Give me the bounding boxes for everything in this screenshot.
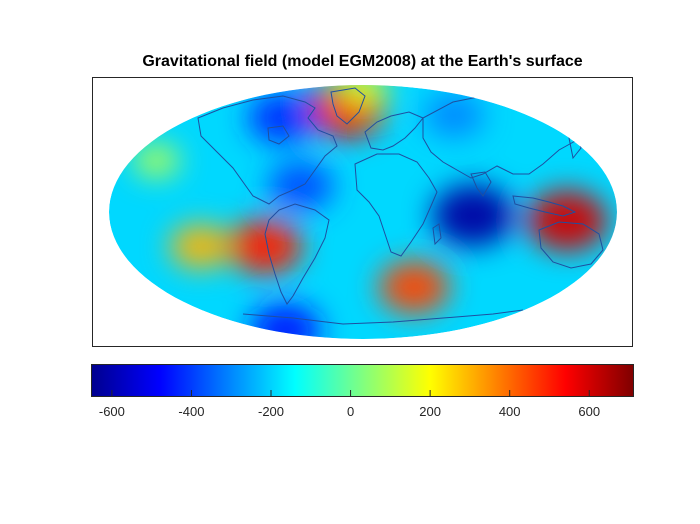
colorbar-tick-label: -600 bbox=[98, 404, 125, 419]
chart-title: Gravitational field (model EGM2008) at t… bbox=[142, 53, 583, 70]
gravity-anomaly bbox=[432, 184, 515, 247]
colorbar-gradient bbox=[92, 365, 633, 396]
gravity-anomaly bbox=[248, 92, 317, 144]
colorbar bbox=[91, 364, 634, 397]
colorbar-tick-label: 200 bbox=[419, 404, 441, 419]
coastline-new-zealand bbox=[606, 261, 616, 283]
coastline-antarctica bbox=[242, 309, 524, 325]
colorbar-tick-label: 600 bbox=[578, 404, 601, 419]
gravity-anomaly bbox=[337, 85, 389, 106]
coastline-india bbox=[470, 171, 492, 197]
gravity-anomaly bbox=[250, 303, 321, 339]
colorbar-tick-label: 400 bbox=[498, 404, 521, 419]
coastline-africa bbox=[354, 153, 438, 257]
gravity-anomaly bbox=[526, 190, 608, 252]
gravity-anomaly bbox=[378, 260, 450, 314]
coastline-europe bbox=[364, 111, 424, 151]
gravity-anomaly bbox=[133, 143, 180, 178]
colorbar-tick-label: -400 bbox=[178, 404, 205, 419]
coastline-madagascar bbox=[432, 223, 442, 246]
coastline-australia bbox=[538, 221, 604, 269]
colorbar-tick-labels: -600 -400 -200 0 200 400 600 bbox=[0, 404, 700, 424]
map-frame bbox=[92, 77, 633, 347]
coastline-indonesia bbox=[512, 195, 577, 217]
gravity-anomaly bbox=[424, 92, 485, 138]
coastline-greenland bbox=[330, 87, 366, 125]
globe-background bbox=[109, 85, 617, 339]
coastline-south-america bbox=[264, 203, 330, 305]
gravity-anomaly bbox=[228, 218, 303, 275]
coastline-hudson-bay bbox=[267, 125, 290, 145]
coastline-north-america bbox=[197, 95, 338, 205]
colorbar-tick-label: -200 bbox=[257, 404, 285, 419]
colorbar-tick-label: 0 bbox=[346, 404, 355, 419]
gravity-anomaly bbox=[169, 224, 231, 269]
world-map bbox=[109, 85, 617, 339]
